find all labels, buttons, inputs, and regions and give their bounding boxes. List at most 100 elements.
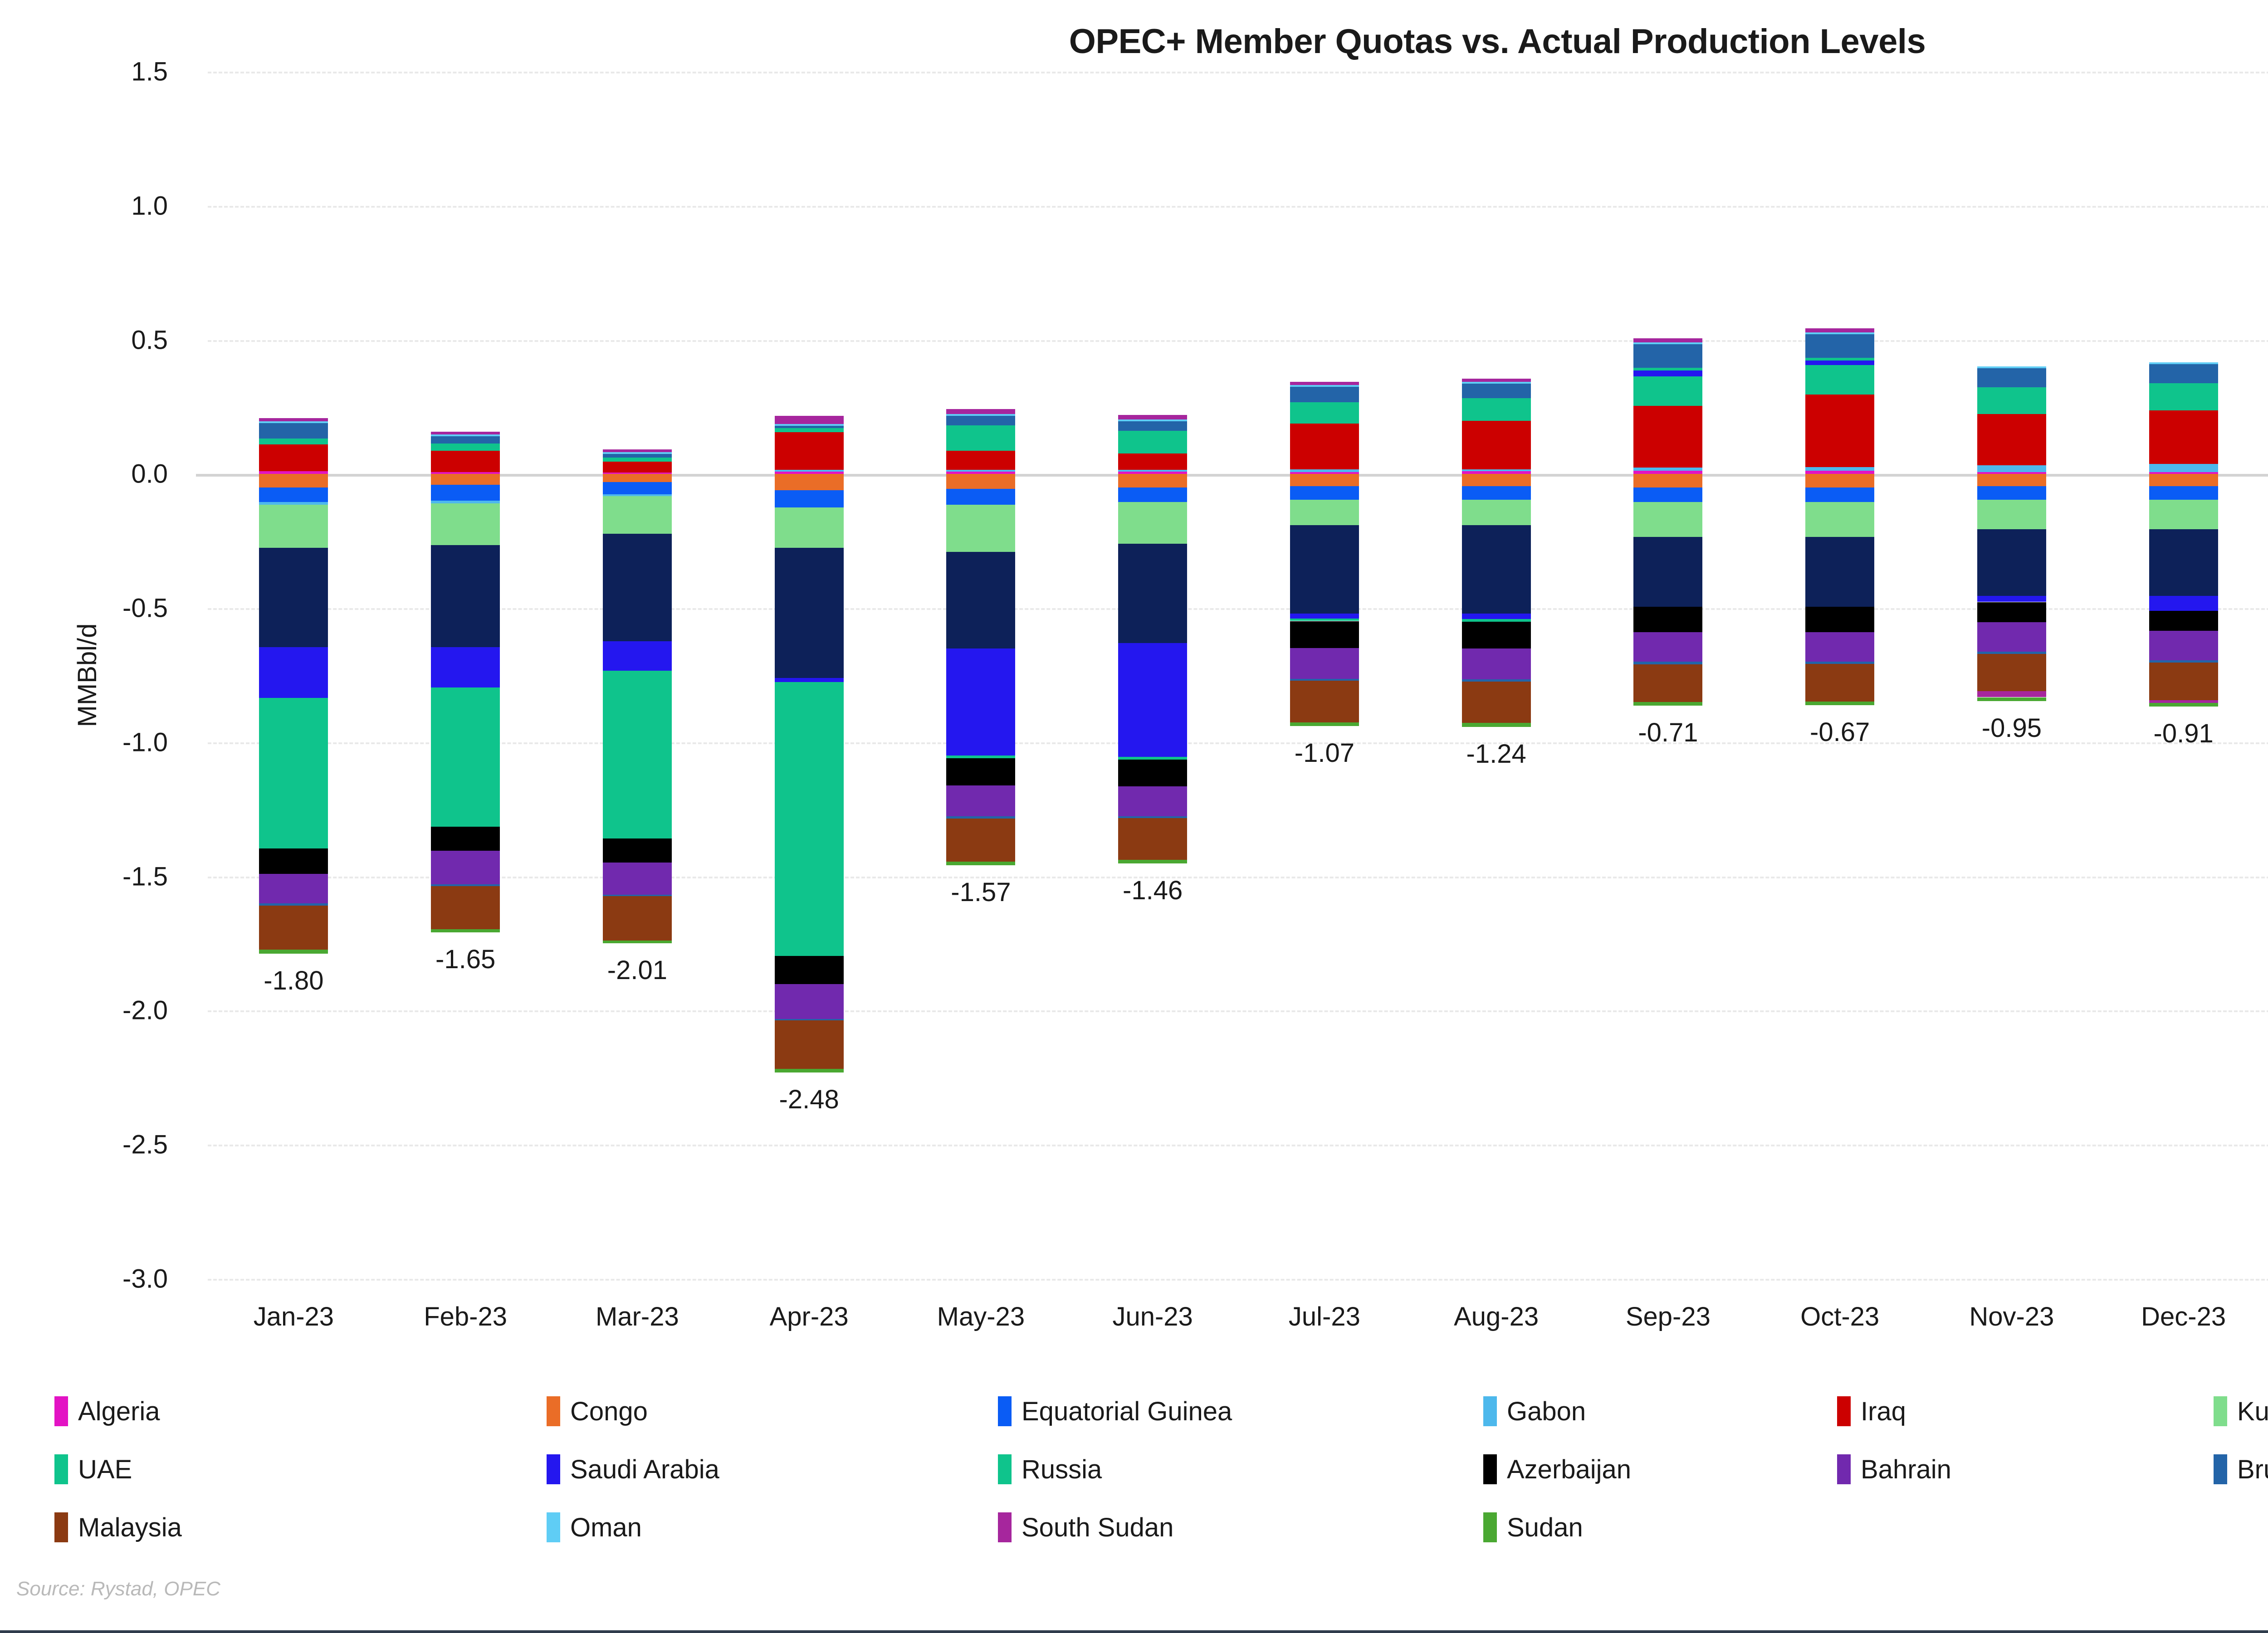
legend-item[interactable]: Russia [998, 1454, 1102, 1485]
bar-segment[interactable] [1977, 653, 2046, 692]
bar-segment[interactable] [1290, 386, 1359, 402]
bar-segment[interactable] [259, 444, 328, 472]
bar-segment[interactable] [259, 471, 328, 474]
bar-segment[interactable] [602, 896, 672, 941]
bar-segment[interactable] [1290, 678, 1359, 681]
bar-segment[interactable] [602, 453, 672, 458]
bar-segment[interactable] [1805, 328, 1875, 332]
bar-group[interactable]: -0.71 Sep-23 [1626, 72, 1711, 1331]
bar-segment[interactable] [1118, 469, 1188, 472]
bar-segment[interactable] [946, 471, 1016, 474]
bar-segment[interactable] [1461, 525, 1531, 614]
bar-segment[interactable] [1118, 786, 1188, 816]
bar-segment[interactable] [602, 449, 672, 452]
bar-segment[interactable] [1633, 502, 1703, 537]
bar-segment[interactable] [1118, 643, 1188, 757]
bar-segment[interactable] [1461, 613, 1531, 619]
bar-segment[interactable] [1461, 421, 1531, 469]
bar-segment[interactable] [1805, 664, 1875, 702]
bar-segment[interactable] [1461, 648, 1531, 679]
bar-segment[interactable] [2149, 631, 2218, 661]
bar-segment[interactable] [1290, 648, 1359, 679]
bar-group[interactable]: -2.01 Mar-23 [596, 72, 679, 1331]
bar-segment[interactable] [2149, 660, 2218, 663]
bar-segment[interactable] [1118, 544, 1188, 643]
bar-segment[interactable] [946, 488, 1016, 505]
bar-segment[interactable] [946, 415, 1016, 426]
bar-segment[interactable] [1805, 332, 1875, 334]
bar-segment[interactable] [1461, 723, 1531, 727]
bar-segment[interactable] [1290, 621, 1359, 648]
bar-segment[interactable] [1461, 383, 1531, 398]
bar-segment[interactable] [2149, 463, 2218, 472]
bar-group[interactable]: -2.48 Apr-23 [770, 72, 849, 1331]
bar-segment[interactable] [1633, 474, 1703, 487]
bar-segment[interactable] [774, 415, 844, 424]
bar-segment[interactable] [774, 490, 844, 508]
bar-segment[interactable] [2149, 663, 2218, 700]
bar-segment[interactable] [1461, 379, 1531, 382]
bar-segment[interactable] [431, 472, 500, 474]
bar-segment[interactable] [1633, 632, 1703, 662]
bar-segment[interactable] [946, 756, 1016, 759]
bar-segment[interactable] [602, 941, 672, 943]
bar-segment[interactable] [946, 409, 1016, 414]
bar-segment[interactable] [431, 884, 500, 887]
bar-segment[interactable] [1633, 343, 1703, 368]
bar-segment[interactable] [1977, 697, 2046, 701]
bar-segment[interactable] [1118, 419, 1188, 422]
bar-segment[interactable] [431, 434, 500, 436]
bar-segment[interactable] [431, 451, 500, 472]
bar-segment[interactable] [431, 687, 500, 827]
bar-segment[interactable] [774, 548, 844, 678]
legend-item[interactable]: Brunei [2214, 1454, 2268, 1485]
bar-segment[interactable] [1633, 370, 1703, 376]
bar-segment[interactable] [1633, 468, 1703, 471]
bar-segment[interactable] [1805, 471, 1875, 474]
bar-segment[interactable] [946, 469, 1016, 472]
legend-item[interactable]: Equatorial Guinea [998, 1396, 1232, 1427]
bar-segment[interactable] [431, 851, 500, 885]
bar-segment[interactable] [2149, 700, 2218, 703]
bar-segment[interactable] [259, 903, 328, 906]
bar-segment[interactable] [259, 848, 328, 874]
bar-segment[interactable] [1118, 420, 1188, 431]
bar-segment[interactable] [602, 641, 672, 671]
bar-segment[interactable] [2149, 611, 2218, 631]
bar-segment[interactable] [602, 474, 672, 483]
bar-segment[interactable] [1290, 618, 1359, 621]
bar-segment[interactable] [431, 431, 500, 434]
bar-segment[interactable] [1805, 662, 1875, 664]
bar-segment[interactable] [2149, 472, 2218, 474]
bar-segment[interactable] [1290, 469, 1359, 472]
bar-segment[interactable] [602, 838, 672, 863]
bar-group[interactable]: -1.80 Jan-23 [254, 72, 334, 1331]
bar-segment[interactable] [431, 484, 500, 501]
bar-segment[interactable] [1290, 424, 1359, 469]
bar-segment[interactable] [602, 482, 672, 494]
legend-item[interactable]: South Sudan [998, 1512, 1173, 1543]
bar-segment[interactable] [1977, 596, 2046, 602]
bar-segment[interactable] [602, 894, 672, 897]
bar-segment[interactable] [774, 1020, 844, 1069]
bar-segment[interactable] [431, 886, 500, 929]
bar-segment[interactable] [431, 435, 500, 444]
bar-segment[interactable] [1977, 622, 2046, 652]
bar-segment[interactable] [1290, 381, 1359, 385]
bar-segment[interactable] [946, 816, 1016, 819]
bar-segment[interactable] [1461, 382, 1531, 384]
bar-segment[interactable] [431, 647, 500, 687]
bar-segment[interactable] [1290, 472, 1359, 474]
bar-segment[interactable] [431, 929, 500, 932]
legend-item[interactable]: Malaysia [54, 1512, 182, 1543]
legend-item[interactable]: Iraq [1837, 1396, 1906, 1427]
bar-segment[interactable] [1118, 453, 1188, 470]
bar-segment[interactable] [1977, 691, 2046, 697]
bar-segment[interactable] [2149, 529, 2218, 596]
bar-segment[interactable] [1633, 338, 1703, 343]
bar-segment[interactable] [259, 474, 328, 487]
bar-segment[interactable] [946, 785, 1016, 816]
legend-item[interactable]: Azerbaijan [1483, 1454, 1631, 1485]
bar-segment[interactable] [259, 698, 328, 848]
bar-segment[interactable] [431, 443, 500, 451]
